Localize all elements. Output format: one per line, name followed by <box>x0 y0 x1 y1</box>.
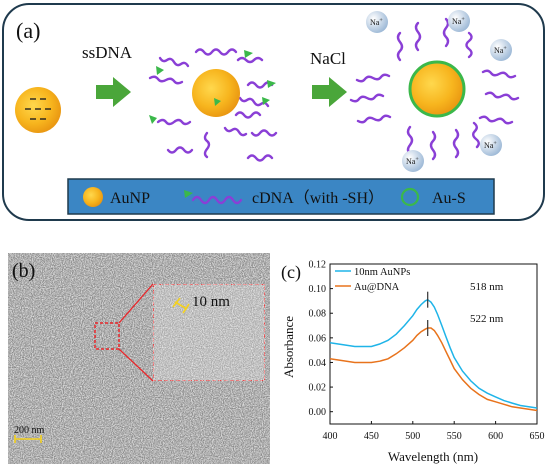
panel-b-label: (b) <box>12 260 35 282</box>
sodium-ion: Na+ <box>490 39 512 61</box>
x-axis: 400 450 500 550 600 650 <box>323 421 545 442</box>
x-tick-label: 400 <box>323 431 338 442</box>
legend: 10nm AuNPs Au@DNA <box>335 267 410 293</box>
sodium-ions: Na+ Na+ Na+ Na+ Na+ <box>366 10 512 172</box>
y-tick-label: 0.10 <box>309 284 327 295</box>
scheme-panel-a: (a) ssDNA <box>2 3 545 221</box>
sem-zoom-inset <box>152 283 266 382</box>
y-tick-label: 0.00 <box>309 407 327 418</box>
panel-c-label: (c) <box>281 262 301 283</box>
x-tick-label: 550 <box>447 431 462 442</box>
svg-text:Na+: Na+ <box>484 141 497 150</box>
svg-text:Na+: Na+ <box>370 18 383 27</box>
scalebar-label: 200 nm <box>14 425 45 436</box>
x-tick-label: 500 <box>405 431 420 442</box>
svg-text:Na+: Na+ <box>452 17 465 26</box>
legend-aus-label: Au-S <box>432 190 466 207</box>
series-lines <box>329 298 538 412</box>
legend-aunp-icon <box>83 187 103 207</box>
dna-coated-aunp <box>148 48 278 162</box>
y-tick-label: 0.02 <box>309 383 327 394</box>
y-tick-label: 0.06 <box>309 333 327 344</box>
svg-text:Na+: Na+ <box>406 157 419 166</box>
series-line-0 <box>329 298 538 409</box>
peak2-label: 522 nm <box>470 313 504 325</box>
y-tick-label: 0.12 <box>309 260 327 271</box>
legend-aus-icon <box>400 187 420 207</box>
step2-arrow <box>312 77 347 107</box>
y-axis: 0.00 0.02 0.04 0.06 0.08 0.10 0.12 <box>309 260 333 418</box>
sem-panel-b: (b) 10 nm 200 nm <box>8 253 270 464</box>
aggregated-aunp-core <box>408 60 466 118</box>
absorbance-chart: (c) 0.00 0.02 0.04 0.06 0.08 0.10 0.12 400 450 5… <box>281 260 545 465</box>
sodium-ion: Na+ <box>448 10 470 32</box>
series-line-1 <box>329 327 538 412</box>
legend-label-audna: Au@DNA <box>354 282 400 293</box>
legend-cdna-icon <box>184 190 243 205</box>
zoom-marker-icon <box>172 297 190 314</box>
step1-arrow <box>96 77 131 107</box>
dna-coated-aunp-core <box>192 69 240 117</box>
x-tick-label: 650 <box>530 431 545 442</box>
x-axis-title: Wavelength (nm) <box>388 449 478 464</box>
sodium-ion: Na+ <box>480 134 502 156</box>
sem-select-box <box>94 322 120 350</box>
zoom-line-top <box>118 283 154 324</box>
plot-frame <box>329 263 538 425</box>
legend-label-aunps: 10nm AuNPs <box>354 267 410 278</box>
zoom-line-bottom <box>118 348 154 382</box>
dna-coated-aunp-tips <box>149 50 276 124</box>
ssdna-step-label: ssDNA <box>82 43 133 62</box>
legend-bar <box>67 178 495 215</box>
x-tick-label: 450 <box>364 431 379 442</box>
sodium-ion: Na+ <box>366 11 388 33</box>
peak1-label: 518 nm <box>470 281 504 293</box>
svg-text:Na+: Na+ <box>494 46 507 55</box>
scalebar-icon <box>14 435 42 443</box>
y-tick-label: 0.08 <box>309 309 327 320</box>
zoom-scale-label: 10 nm <box>192 294 230 310</box>
y-tick-label: 0.04 <box>309 358 327 369</box>
panel-a-label: (a) <box>16 18 40 43</box>
y-axis-title: Absorbance <box>281 316 296 378</box>
legend-cdna-label: cDNA（with -SH） <box>252 189 384 207</box>
nacl-step-label: NaCl <box>310 49 346 68</box>
bare-aunp <box>15 87 61 133</box>
aggregated-aunp <box>349 17 520 161</box>
legend-aunp-label: AuNP <box>110 190 150 207</box>
x-tick-label: 600 <box>488 431 503 442</box>
sodium-ion: Na+ <box>402 150 424 172</box>
